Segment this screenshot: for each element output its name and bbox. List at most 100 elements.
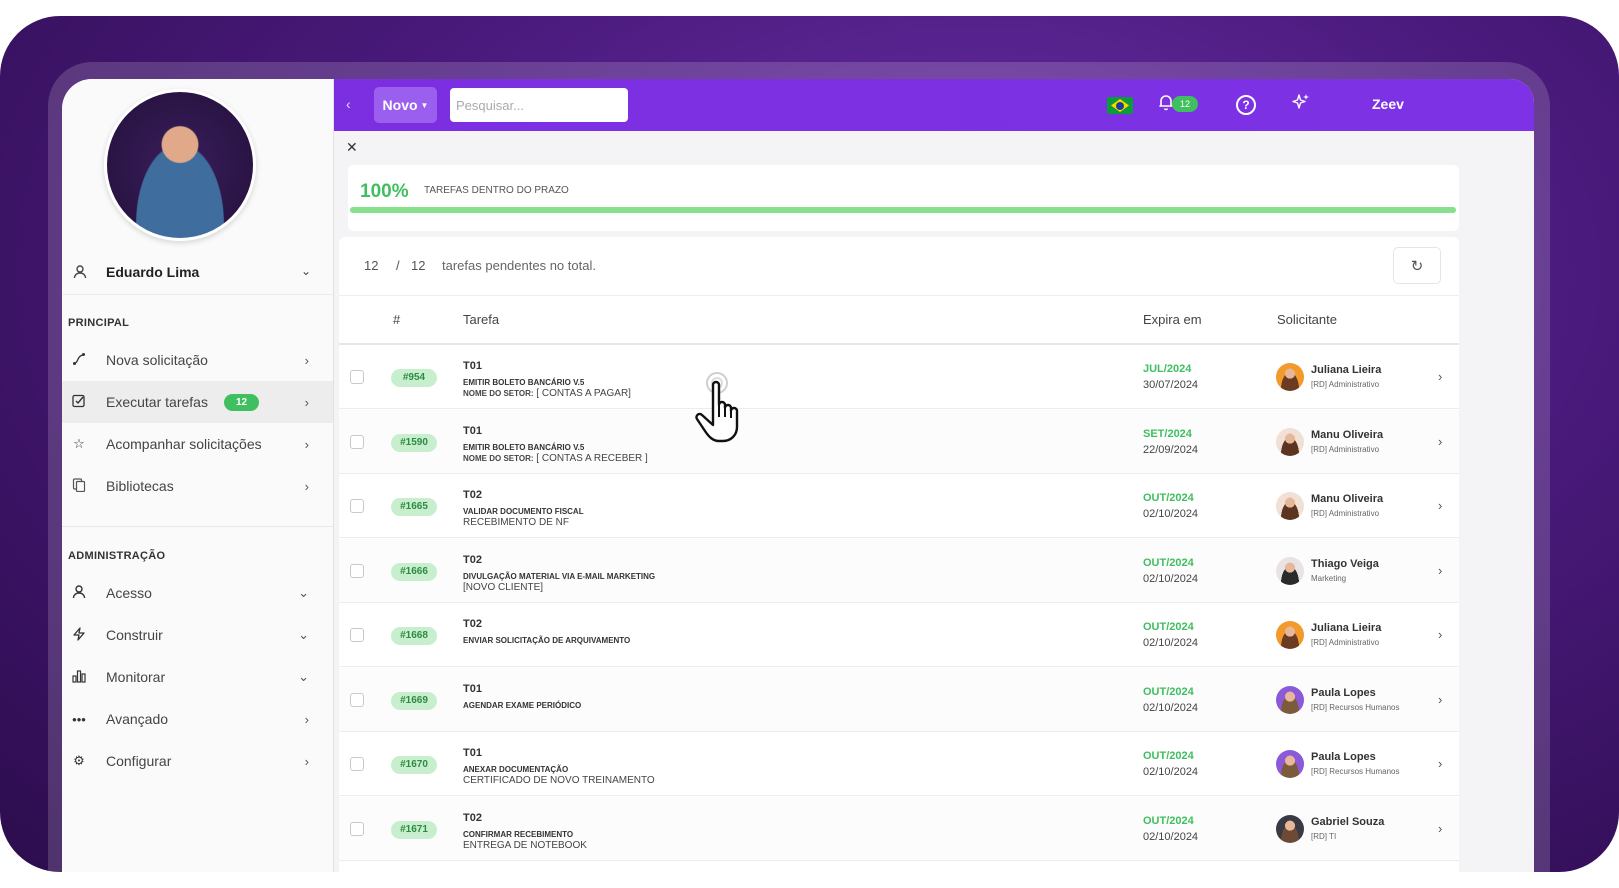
sidebar-item-acesso[interactable]: Acesso ⌄	[62, 572, 333, 614]
chevron-right-icon[interactable]: ›	[1438, 691, 1443, 707]
task-id-badge[interactable]: #1666	[391, 562, 437, 581]
progress-percent: 100%	[360, 181, 409, 202]
sidebar-item-construir[interactable]: Construir ⌄	[62, 614, 333, 656]
chevron-right-icon[interactable]: ›	[1438, 433, 1443, 449]
row-checkbox[interactable]	[350, 499, 364, 513]
sidebar-item-avancado[interactable]: ••• Avançado ›	[62, 698, 333, 740]
table-row[interactable]: #954 T01 EMITIR BOLETO BANCÁRIO V.5 NOME DO…	[339, 345, 1459, 409]
close-icon[interactable]: ✕	[346, 139, 358, 155]
chevron-down-icon: ⌄	[298, 627, 309, 642]
refresh-icon: ↻	[1410, 257, 1424, 275]
requester-avatar	[1276, 750, 1304, 778]
requester-name: Paula Lopes	[1311, 751, 1376, 763]
column-header-expires[interactable]: Expira em	[1143, 312, 1202, 327]
gear-icon: ⚙	[73, 753, 85, 768]
task-id-badge[interactable]: #954	[391, 369, 437, 387]
chevron-right-icon[interactable]: ›	[1438, 756, 1443, 771]
row-checkbox[interactable]	[350, 628, 364, 642]
brazil-flag-icon[interactable]	[1107, 97, 1133, 114]
requester-department: [RD] Recursos Humanos	[1311, 767, 1400, 776]
table-row[interactable]: #1666 T02 DIVULGAÇÃO MATERIAL VIA E-MAIL M…	[339, 538, 1459, 603]
chevron-right-icon: ›	[304, 394, 309, 410]
count-separator: /	[396, 258, 400, 273]
table-row[interactable]: #1668 T02 ENVIAR SOLICITAÇÃO DE ARQUIVAMEN…	[339, 603, 1459, 667]
sidebar-item-nova-solicitacao[interactable]: Nova solicitação ›	[62, 339, 333, 381]
row-checkbox[interactable]	[350, 434, 364, 449]
task-code: T01	[463, 360, 482, 372]
user-name: Eduardo Lima	[106, 263, 200, 280]
row-checkbox[interactable]	[350, 563, 364, 578]
total-count: 12	[411, 258, 426, 273]
column-header-requester[interactable]: Solicitante	[1277, 312, 1337, 327]
chevron-right-icon[interactable]: ›	[1438, 369, 1443, 384]
table-row[interactable]: #1669 T01 AGENDAR EXAME PERIÓDICO OUT/2024 0…	[339, 667, 1459, 732]
table-row[interactable]: #1670 T01 ANEXAR DOCUMENTAÇÃO CERTIFICADO D…	[339, 732, 1459, 796]
chevron-right-icon: ›	[304, 352, 309, 368]
task-title: EMITIR BOLETO BANCÁRIO V.5	[463, 378, 585, 387]
requester-name: Gabriel Souza	[1311, 815, 1385, 828]
task-subtitle-value: CERTIFICADO DE NOVO TREINAMENTO	[463, 775, 655, 786]
sidebar-item-monitorar[interactable]: Monitorar ⌄	[62, 656, 333, 698]
collapse-sidebar-icon[interactable]: ‹	[346, 96, 351, 112]
chevron-right-icon[interactable]: ›	[1438, 820, 1443, 836]
task-id-badge[interactable]: #1668	[391, 627, 437, 645]
sidebar-item-label: Monitorar	[106, 669, 166, 685]
chevron-right-icon[interactable]: ›	[1438, 562, 1443, 578]
checklist-icon	[70, 394, 88, 411]
requester-avatar	[1276, 427, 1304, 456]
sidebar-item-label: Bibliotecas	[106, 478, 174, 494]
new-button[interactable]: Novo ▼	[374, 87, 437, 123]
row-checkbox[interactable]	[350, 821, 364, 836]
task-subtitle: NOME DO SETOR: [ CONTAS A PAGAR]	[463, 388, 631, 399]
task-id-badge[interactable]: #1669	[391, 691, 437, 710]
expiry-date: 02/10/2024	[1143, 766, 1199, 778]
chevron-right-icon: ›	[304, 753, 309, 769]
more-icon: •••	[72, 711, 86, 727]
user-menu[interactable]: Eduardo Lima ⌄	[62, 249, 333, 295]
sidebar-divider	[62, 526, 333, 527]
section-title-administracao: ADMINISTRAÇÃO	[68, 550, 166, 562]
sidebar-item-acompanhar-solicitacoes[interactable]: ☆ Acompanhar solicitações ›	[62, 423, 333, 465]
row-checkbox[interactable]	[350, 757, 364, 771]
task-title: ENVIAR SOLICITAÇÃO DE ARQUIVAMENTO	[463, 636, 631, 645]
table-row[interactable]: #1665 T02 VALIDAR DOCUMENTO FISCAL RECEBIME…	[339, 474, 1459, 538]
task-id-badge[interactable]: #1590	[391, 433, 437, 452]
column-header-id[interactable]: #	[393, 312, 401, 327]
sidebar-item-executar-tarefas[interactable]: Executar tarefas 12 ›	[62, 381, 333, 423]
pending-text: tarefas pendentes no total.	[442, 258, 596, 273]
tasks-count-badge: 12	[223, 393, 260, 411]
table-row[interactable]: #1671 T02 CONFIRMAR RECEBIMENTO ENTREGA DE …	[339, 796, 1459, 861]
task-subtitle-value: [ CONTAS A RECEBER ]	[533, 452, 648, 464]
bell-icon[interactable]	[1157, 93, 1175, 116]
task-subtitle: RECEBIMENTO DE NF	[463, 517, 569, 528]
expiry-month: OUT/2024	[1143, 556, 1194, 569]
documents-icon	[70, 477, 88, 495]
expiry-date: 02/10/2024	[1143, 637, 1199, 649]
chevron-right-icon[interactable]: ›	[1438, 627, 1443, 642]
requester-avatar	[1276, 685, 1304, 714]
requester-department: [RD] TI	[1311, 831, 1337, 841]
requester-name: Thiago Veiga	[1311, 557, 1379, 570]
chevron-right-icon: ›	[304, 478, 309, 494]
help-icon[interactable]: ?	[1236, 95, 1256, 115]
sidebar-item-bibliotecas[interactable]: Bibliotecas ›	[62, 465, 333, 507]
chevron-right-icon: ›	[304, 436, 309, 452]
task-id-badge[interactable]: #1671	[391, 820, 437, 839]
task-id-badge[interactable]: #1665	[391, 498, 437, 516]
table-row[interactable]: #1590 T01 EMITIR BOLETO BANCÁRIO V.5 NOME D…	[339, 409, 1459, 474]
deadline-progress-card: 100% TAREFAS DENTRO DO PRAZO	[348, 165, 1459, 231]
progress-bar	[350, 207, 1456, 213]
column-header-task[interactable]: Tarefa	[463, 312, 500, 327]
user-avatar[interactable]	[104, 89, 256, 241]
row-checkbox[interactable]	[350, 692, 364, 707]
sidebar-item-configurar[interactable]: ⚙ Configurar ›	[62, 740, 333, 782]
row-checkbox[interactable]	[350, 370, 364, 384]
sparkle-icon[interactable]	[1292, 93, 1310, 116]
task-id-badge[interactable]: #1670	[391, 756, 437, 774]
search-input[interactable]	[450, 88, 628, 122]
task-title: EMITIR BOLETO BANCÁRIO V.5	[463, 442, 585, 452]
chevron-right-icon[interactable]: ›	[1438, 498, 1443, 513]
requester-avatar	[1276, 556, 1304, 585]
refresh-button[interactable]: ↻	[1393, 247, 1441, 284]
expiry-date: 02/10/2024	[1143, 701, 1199, 714]
